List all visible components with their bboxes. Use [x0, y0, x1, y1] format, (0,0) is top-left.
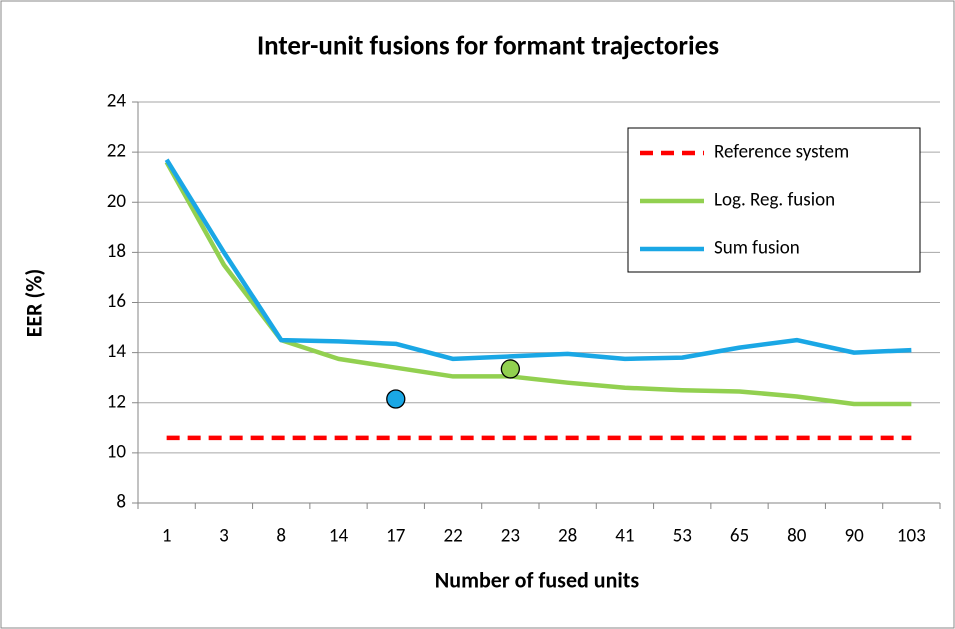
y-tick-label: 14 [107, 340, 127, 363]
x-tick-label: 3 [219, 525, 229, 548]
y-tick-label: 20 [107, 190, 127, 213]
x-tick-label: 103 [897, 525, 926, 548]
x-tick-label: 53 [673, 525, 692, 548]
legend-label: Sum fusion [714, 237, 800, 260]
marker-point [386, 389, 406, 409]
x-tick-label: 1 [162, 525, 172, 548]
x-tick-label: 23 [501, 525, 520, 548]
y-tick-label: 24 [107, 90, 127, 113]
x-tick-label: 28 [558, 525, 577, 548]
legend-label: Log. Reg. fusion [714, 189, 835, 212]
x-tick-label: 17 [386, 525, 406, 548]
x-tick-label: 14 [329, 525, 349, 548]
x-tick-label: 41 [615, 525, 634, 548]
y-axis-label: EER (%) [20, 269, 47, 338]
line-series [164, 161, 912, 407]
y-tick-label: 16 [107, 290, 126, 313]
line-series [164, 158, 912, 362]
chart-title: Inter-unit fusions for formant trajector… [257, 30, 719, 63]
y-tick-label: 8 [116, 491, 126, 514]
marker-point [500, 359, 521, 379]
y-tick-label: 10 [107, 440, 127, 463]
y-tick-label: 18 [107, 240, 126, 263]
x-tick-label: 8 [276, 525, 286, 548]
legend-label: Reference system [714, 141, 849, 164]
x-tick-label: 22 [443, 525, 462, 548]
x-tick-label: 90 [844, 525, 864, 548]
x-tick-label: 80 [787, 525, 807, 548]
x-axis-label: Number of fused units [435, 566, 640, 593]
x-tick-label: 65 [730, 525, 749, 548]
legend: Reference system Log. Reg. fusion Sum fusi… [627, 127, 921, 273]
y-tick-label: 22 [107, 140, 126, 163]
y-tick-label: 12 [107, 390, 126, 413]
